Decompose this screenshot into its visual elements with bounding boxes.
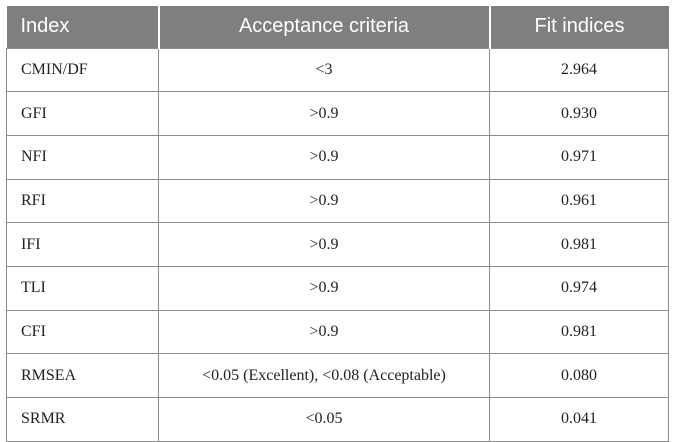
header-acceptance-criteria: Acceptance criteria (158, 6, 491, 48)
row-index: CFI (6, 309, 159, 355)
table-row: CMIN/DF <3 2.964 (6, 47, 669, 93)
row-criteria: >0.9 (158, 91, 490, 136)
table-body: CMIN/DF <3 2.964 GFI >0.9 0.930 NFI >0.9… (6, 47, 669, 442)
row-index: GFI (6, 91, 159, 136)
table-row: NFI >0.9 0.971 (6, 134, 669, 180)
row-index: SRMR (6, 397, 159, 442)
table-row: CFI >0.9 0.981 (6, 309, 669, 355)
row-criteria: >0.9 (158, 222, 490, 267)
row-index: TLI (6, 265, 159, 311)
row-fit-value: 0.974 (489, 265, 669, 311)
table-row: RFI >0.9 0.961 (6, 178, 669, 224)
row-fit-value: 2.964 (489, 47, 669, 93)
header-fit-indices: Fit indices (489, 6, 669, 48)
row-fit-value: 0.961 (489, 178, 669, 224)
header-row: Index Acceptance criteria Fit indices (6, 6, 669, 48)
row-fit-value: 0.080 (489, 353, 669, 398)
row-criteria: <3 (158, 47, 490, 93)
row-fit-value: 0.930 (489, 91, 669, 136)
table-row: GFI >0.9 0.930 (6, 91, 669, 136)
table-header: Index Acceptance criteria Fit indices (6, 6, 669, 48)
row-index: RFI (6, 178, 159, 224)
row-fit-value: 0.041 (489, 397, 669, 442)
fit-indices-table: Index Acceptance criteria Fit indices CM… (6, 6, 669, 442)
row-index: IFI (6, 222, 159, 267)
row-criteria: <0.05 (158, 397, 490, 442)
table-row: IFI >0.9 0.981 (6, 222, 669, 267)
row-criteria: >0.9 (158, 178, 490, 224)
row-fit-value: 0.981 (489, 222, 669, 267)
row-index: CMIN/DF (6, 47, 159, 93)
row-criteria: >0.9 (158, 134, 490, 180)
table-row: TLI >0.9 0.974 (6, 265, 669, 311)
header-index: Index (6, 6, 160, 48)
table-row: RMSEA <0.05 (Excellent), <0.08 (Acceptab… (6, 353, 669, 398)
table-row: SRMR <0.05 0.041 (6, 397, 669, 442)
row-index: RMSEA (6, 353, 159, 398)
row-criteria: >0.9 (158, 309, 490, 355)
row-index: NFI (6, 134, 159, 180)
row-fit-value: 0.971 (489, 134, 669, 180)
row-fit-value: 0.981 (489, 309, 669, 355)
row-criteria: <0.05 (Excellent), <0.08 (Acceptable) (158, 353, 490, 398)
row-criteria: >0.9 (158, 265, 490, 311)
